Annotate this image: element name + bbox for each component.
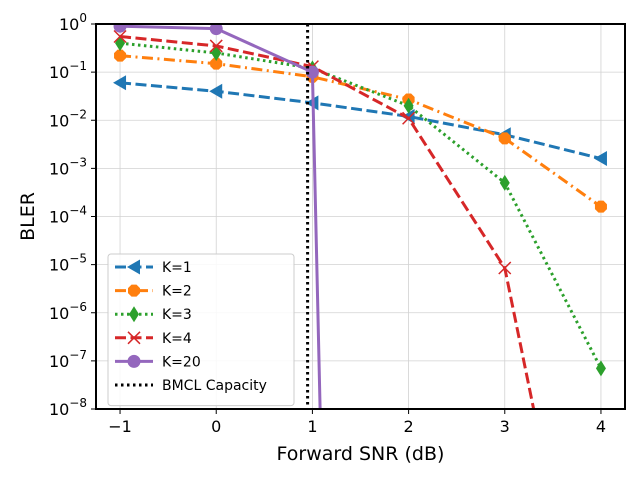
- y-tick-label-1: 10−1: [49, 59, 87, 82]
- legend: K=1 K=2 K=3 K=4 K=20 BMCL Capacity: [107, 253, 295, 407]
- legend-label-k-4: K=4: [162, 331, 192, 347]
- x-tick-label-3: 3: [500, 417, 510, 436]
- point-k-4-1: [209, 39, 223, 53]
- y-tick-label-5: 10−5: [49, 252, 87, 275]
- point-k-2-4: [498, 132, 511, 145]
- y-tick-label-0: 100: [59, 11, 87, 34]
- legend-label-k-20: K=20: [162, 354, 201, 370]
- point-k-2-1: [210, 57, 223, 70]
- series-group: [113, 24, 607, 409]
- point-k-3-4: [499, 174, 510, 191]
- point-k-4-0: [113, 29, 127, 44]
- x-tick-label-1: 1: [307, 417, 317, 436]
- y-tick-label-7: 10−7: [49, 348, 87, 371]
- point-k-1-1: [209, 83, 223, 99]
- legend-label-k-2: K=2: [162, 284, 192, 300]
- series-line-k-4: [119, 35, 536, 409]
- point-k-4-3: [402, 111, 416, 125]
- legend-item-k-2: K=2: [115, 284, 192, 300]
- series-line-k-20: [120, 24, 322, 409]
- series-k-4: [113, 29, 536, 409]
- point-k-1-0: [113, 75, 127, 91]
- legend-item-bmcl-capacity: BMCL Capacity: [115, 378, 267, 394]
- x-tick-label-1: −1: [108, 417, 132, 436]
- legend-item-k-1: K=1: [115, 259, 192, 276]
- y-axis-label: BLER: [17, 192, 39, 241]
- series-line-k-1: [119, 81, 602, 161]
- point-k-3-5: [595, 360, 606, 377]
- legend-label-k-3: K=3: [162, 307, 192, 323]
- x-axis-label: Forward SNR (dB): [277, 443, 445, 465]
- point-k-20-0: [113, 24, 127, 33]
- point-k-2-5: [594, 200, 607, 213]
- x-tick-label-2: 2: [403, 417, 413, 436]
- legend-box: [107, 253, 295, 407]
- x-tick-label-0: 0: [211, 417, 221, 436]
- point-k-4-4: [498, 261, 512, 275]
- axis-ticks: −1 0 1 2 3 4 100 10−1 10−2 10−3 10−4 10−5 10−6 10−7 10…: [49, 11, 606, 436]
- legend-marker-k-20: [127, 354, 141, 368]
- legend-marker-k-3: [129, 306, 139, 323]
- point-k-1-5: [593, 151, 607, 167]
- y-tick-label-4: 10−4: [49, 204, 87, 227]
- point-k-20-1: [209, 24, 223, 36]
- y-tick-label-6: 10−6: [49, 300, 87, 323]
- x-tick-label-4: 4: [596, 417, 606, 436]
- point-k-20-2: [305, 65, 319, 79]
- legend-marker-k-4: [127, 331, 141, 345]
- series-k-20: [113, 24, 322, 409]
- legend-label-bmcl-capacity: BMCL Capacity: [162, 378, 267, 394]
- legend-marker-k-2: [127, 284, 141, 297]
- legend-item-k-4: K=4: [115, 331, 192, 347]
- legend-marker-k-1: [127, 259, 140, 275]
- y-tick-label-3: 10−3: [49, 155, 87, 178]
- y-tick-label-2: 10−2: [49, 107, 87, 130]
- y-tick-label-8: 10−8: [49, 396, 87, 419]
- legend-item-k-3: K=3: [115, 306, 192, 323]
- legend-label-k-1: K=1: [162, 260, 192, 276]
- point-k-2-0: [114, 49, 127, 62]
- legend-item-k-20: K=20: [115, 354, 201, 370]
- point-k-3-3: [403, 97, 414, 114]
